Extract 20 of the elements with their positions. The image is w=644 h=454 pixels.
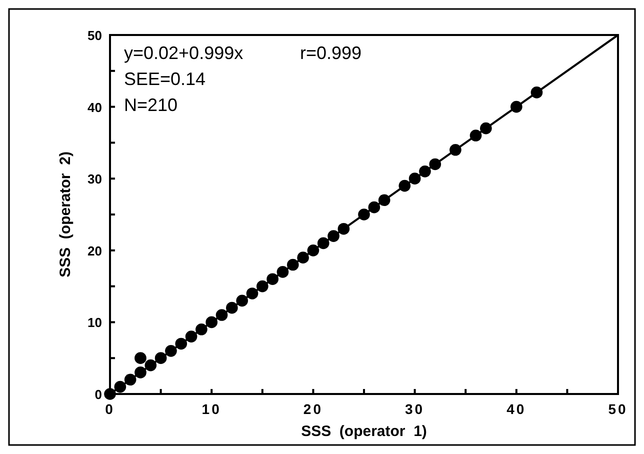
- annotation: SEE=0.14: [124, 69, 206, 89]
- y-tick-label: 30: [88, 172, 102, 187]
- x-tick-label: 20: [303, 401, 323, 417]
- x-tick-label: 40: [506, 401, 526, 417]
- annotation: N=210: [124, 95, 178, 115]
- x-tick-label: 30: [405, 401, 425, 417]
- y-tick-label: 0: [94, 387, 102, 402]
- y-tick-label: 20: [88, 243, 102, 258]
- x-tick-label: 10: [202, 401, 222, 417]
- annotation: r=0.999: [300, 43, 362, 63]
- y-tick-label: 40: [88, 100, 102, 115]
- x-tick-label: 0: [105, 401, 115, 417]
- y-axis-title: SSS (operator 2): [57, 152, 74, 278]
- annotation: y=0.02+0.999x: [124, 43, 244, 63]
- y-tick-label: 10: [88, 315, 102, 330]
- x-tick-label: 50: [608, 401, 628, 417]
- x-axis-title: SSS (operator 1): [301, 423, 427, 440]
- y-tick-label: 50: [88, 28, 102, 43]
- point: [134, 352, 146, 364]
- point: [104, 388, 116, 400]
